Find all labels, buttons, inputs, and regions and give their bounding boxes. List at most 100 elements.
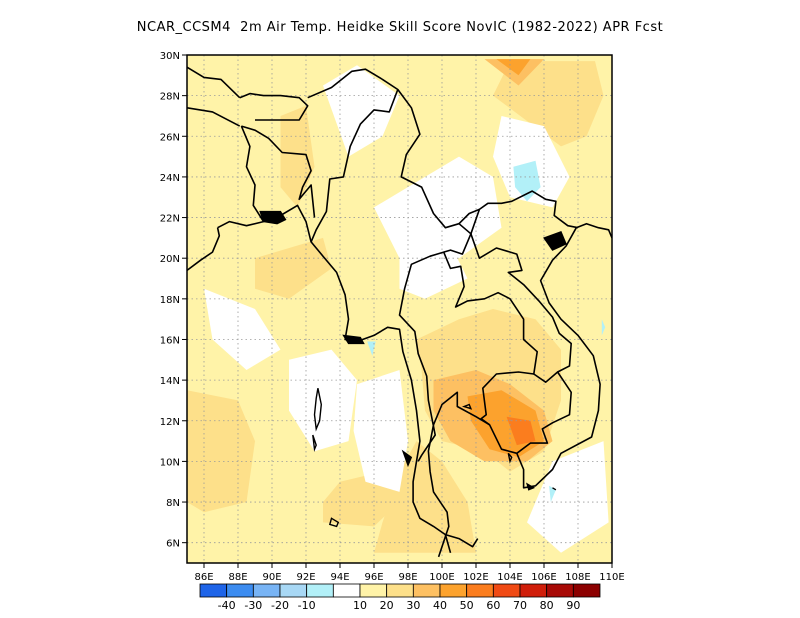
colorbar-label: -40	[218, 599, 236, 612]
skill-region-blank	[493, 116, 570, 208]
lon-tick-label: 108E	[565, 572, 590, 583]
colorbar: -40 -30 -20 -10 10 20 30 40 50 60 70 80 90	[199, 583, 601, 612]
colorbar-label: 70	[513, 599, 527, 612]
coastline	[427, 222, 612, 558]
skill-region-30-40	[484, 59, 544, 86]
skill-region-blank	[204, 288, 281, 370]
coastlines-and-borders	[187, 66, 612, 558]
lon-tick-label: 100E	[429, 572, 454, 583]
skill-region-blank	[399, 227, 468, 299]
country-border	[241, 125, 316, 218]
colorbar-label: 90	[566, 599, 580, 612]
lat-tick-label: 28N	[160, 92, 180, 103]
skill-region--10--20	[513, 160, 541, 202]
island	[461, 403, 473, 410]
colorbar-label: 20	[380, 599, 394, 612]
colorbar-swatch	[466, 583, 494, 598]
colorbar-swatch	[412, 583, 441, 598]
colorbar-swatch	[332, 583, 361, 598]
colorbar-label: -10	[298, 599, 316, 612]
delta-coastline	[259, 210, 287, 225]
country-border	[397, 89, 472, 462]
colorbar-swatch	[226, 583, 254, 598]
lat-tick-label: 6N	[166, 539, 180, 550]
delta-coastline	[401, 449, 413, 468]
colorbar-swatch	[386, 583, 414, 598]
colorbar-swatch	[279, 583, 308, 598]
skill-region-blank	[527, 441, 609, 553]
lon-tick-label: 88E	[228, 572, 247, 583]
lat-tick-label: 14N	[160, 376, 180, 387]
lat-tick-label: 20N	[160, 254, 180, 265]
lon-tick-label: 98E	[398, 572, 417, 583]
island	[552, 487, 557, 491]
lat-tick-label: 12N	[160, 417, 180, 428]
skill-region-20-30	[374, 441, 476, 553]
lon-tick-label: 90E	[262, 572, 281, 583]
coastline	[187, 227, 221, 272]
colorbar-swatch	[439, 583, 468, 598]
country-border	[187, 107, 241, 127]
colorbar-label: -30	[244, 599, 262, 612]
delta-coastline	[543, 231, 567, 251]
lon-tick-label: 92E	[296, 572, 315, 583]
country-border	[187, 66, 241, 99]
grid-lines	[187, 55, 612, 563]
colorbar-swatch	[572, 583, 601, 598]
skill-region-50-60	[506, 416, 536, 446]
country-border	[239, 92, 309, 121]
lat-tick-label: 18N	[160, 295, 180, 306]
lat-tick-label: 10N	[160, 457, 180, 468]
country-border	[240, 125, 265, 223]
colorbar-label: 30	[406, 599, 420, 612]
island	[312, 434, 317, 452]
lon-tick-label: 96E	[364, 572, 383, 583]
skill-region--10--20	[601, 319, 606, 336]
colorbar-swatch	[546, 583, 574, 598]
skill-region--10--20	[367, 341, 376, 356]
colorbar-label: 40	[433, 599, 447, 612]
country-border	[470, 233, 573, 373]
lon-tick-label: 86E	[194, 572, 213, 583]
lat-tick-label: 16N	[160, 335, 180, 346]
lat-tick-label: 8N	[166, 498, 180, 509]
colorbar-swatch	[252, 583, 281, 598]
island	[507, 452, 513, 464]
country-border	[470, 190, 579, 235]
axis-ticks: 86E 88E 90E 92E 94E 96E 98E 100E 102E 104E 106E 108…	[160, 51, 625, 583]
lon-tick-label: 104E	[497, 572, 522, 583]
colorbar-swatch	[492, 583, 521, 598]
plot-frame	[186, 54, 613, 564]
lon-tick-label: 102E	[463, 572, 488, 583]
country-border	[442, 251, 539, 426]
coastline	[217, 204, 452, 554]
lat-tick-label: 26N	[160, 132, 180, 143]
colorbar-label: 50	[460, 599, 474, 612]
country-border	[458, 208, 480, 225]
skill-region-40-50	[496, 59, 531, 76]
country-border	[307, 68, 399, 243]
lon-tick-label: 106E	[531, 572, 556, 583]
skill-region--10--20	[549, 485, 556, 502]
colorbar-label: -20	[271, 599, 289, 612]
country-border	[445, 533, 479, 548]
chart-title: NCAR_CCSM4 2m Air Temp. Heidke Skill Sco…	[136, 20, 664, 35]
delta-coastline	[526, 482, 536, 491]
lon-tick-label: 110E	[599, 572, 624, 583]
lat-tick-label: 22N	[160, 214, 180, 225]
island	[328, 517, 340, 528]
skill-region-blank	[323, 65, 400, 157]
delta-coastline	[342, 334, 365, 345]
colorbar-swatch	[519, 583, 548, 598]
lon-tick-label: 94E	[330, 572, 349, 583]
colorbar-swatch	[199, 583, 228, 598]
country-border	[516, 371, 573, 454]
colorbar-label: 80	[540, 599, 554, 612]
lat-tick-label: 24N	[160, 173, 180, 184]
colorbar-swatch	[359, 583, 388, 598]
colorbar-label: 10	[353, 599, 367, 612]
colorbar-swatch	[306, 583, 334, 598]
lat-tick-label: 30N	[160, 51, 180, 62]
skill-score-fill	[187, 55, 612, 563]
